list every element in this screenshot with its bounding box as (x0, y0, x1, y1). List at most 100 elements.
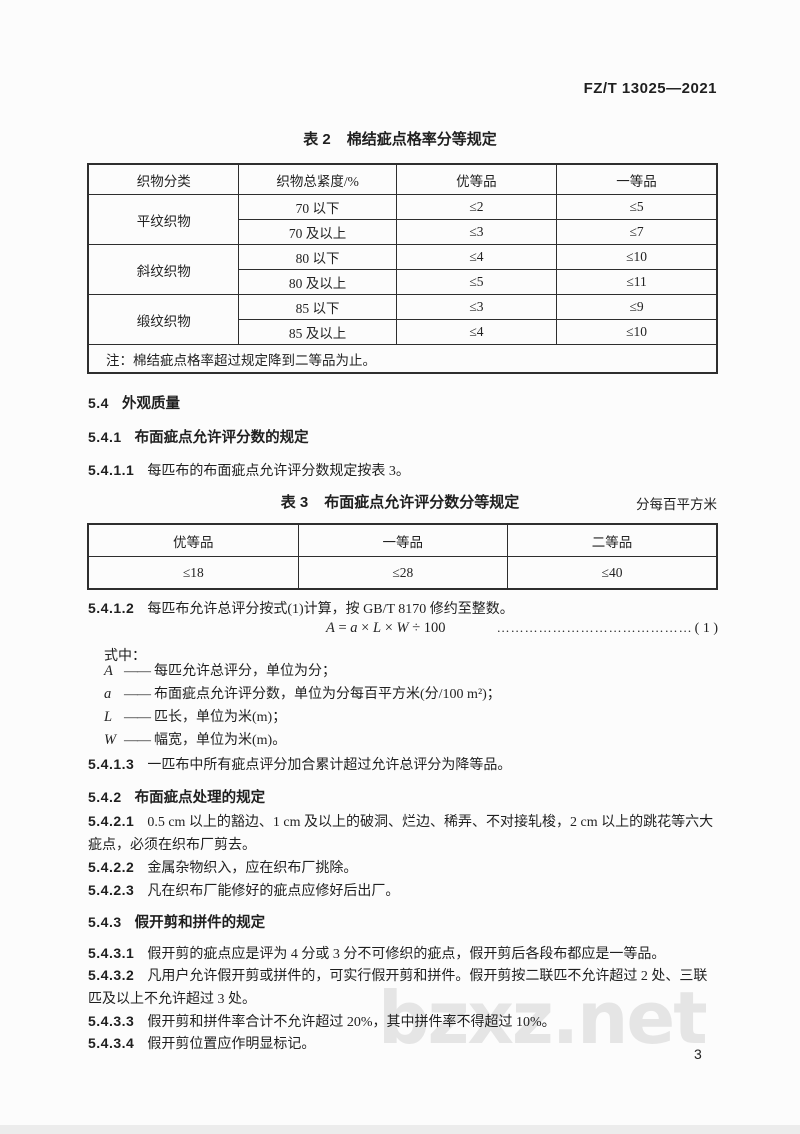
formula-variable: L (372, 620, 382, 636)
definition-dash: —— (124, 664, 151, 679)
formula-definition-line: A —— 每匹允许总评分，单位为分； (104, 660, 501, 683)
clause-text: 假开剪位置应作明显标记。 (147, 1037, 316, 1052)
table2-first-grade-cell: ≤10 (556, 319, 718, 345)
site-watermark: bzxz.net (378, 976, 708, 1060)
table2-density-cell: 80 及以上 (238, 269, 397, 295)
clause-number: 5.4.3 (88, 914, 122, 930)
formula-operator: = (334, 620, 351, 636)
definition-symbol: L (104, 709, 113, 725)
clause-number: 5.4.2.3 (88, 882, 135, 898)
clause-number: 5.4.1.1 (88, 462, 135, 478)
definition-symbol: a (104, 686, 112, 702)
table3-header-cell: 优等品 (87, 523, 299, 557)
definition-dash: —— (124, 710, 151, 725)
table2-density-cell: 70 以下 (238, 194, 397, 220)
table3-header-cell: 二等品 (507, 523, 718, 557)
table3-value-cell: ≤40 (507, 556, 718, 590)
table2-header-row: 织物分类 织物总紧度/% 优等品 一等品 (87, 163, 718, 195)
section-5-4-3: 5.4.3 假开剪和拼件的规定 (88, 911, 720, 935)
table2-density-cell: 80 以下 (238, 244, 397, 270)
table2-row: 85 及以上 ≤4 ≤10 (88, 319, 718, 345)
clause-5-4-2-2: 5.4.2.2 金属杂物织入，应在织布厂挑除。 (88, 856, 720, 880)
clause-number: 5.4 (88, 395, 109, 411)
formula-definition-line: L —— 匹长，单位为米(m)； (104, 706, 501, 729)
table2-caption-title: 棉结疵点格率分等规定 (346, 131, 497, 148)
table3-header-cell: 一等品 (297, 523, 509, 557)
table2-row: 70 及以上 ≤3 ≤7 (88, 219, 718, 245)
formula-variable: A (326, 620, 335, 636)
table2-superior-grade-cell: ≤3 (395, 294, 558, 320)
formula-variable: a (350, 620, 358, 636)
clause-text: 0.5 cm 以上的豁边、1 cm 及以上的破洞、烂边、稀弄、不对接轧梭，2 c… (88, 815, 714, 853)
definition-dash: —— (124, 733, 151, 748)
table3-value-cell: ≤18 (87, 556, 299, 590)
definition-dash: —— (124, 687, 151, 702)
clause-text: 凡用户允许假开剪或拼件的，可实行假开剪和拼件。假开剪按二联匹不允许超过 2 处、… (88, 969, 708, 1007)
table2-row: 平纹织物 70 以下 ≤2 ≤5 (87, 194, 718, 245)
table2-note-row: 注：棉结疵点格率超过规定降到二等品为止。 (87, 344, 718, 374)
clause-number: 5.4.2.1 (88, 813, 135, 829)
table2-superior-grade-cell: ≤3 (395, 219, 558, 245)
clause-number: 5.4.1.2 (88, 600, 135, 616)
table3-caption: 表 3 布面疵点允许评分数分等规定 分每百平方米 (0, 491, 800, 512)
clause-text: 假开剪和拼件率合计不允许超过 20%，其中拼件率不得超过 10%。 (147, 1015, 556, 1030)
clause-title: 假开剪和拼件的规定 (134, 915, 266, 931)
clause-5-4-2-3: 5.4.2.3 凡在织布厂能修好的疵点应修好后出厂。 (88, 879, 720, 903)
clause-title: 外观质量 (121, 396, 180, 412)
table3-value-cell: ≤28 (297, 556, 509, 590)
table2-row: 缎纹织物 85 以下 ≤3 ≤9 (87, 294, 718, 345)
table2-caption: 表 2 棉结疵点格率分等规定 (0, 128, 800, 149)
table2-superior-grade-cell: ≤5 (395, 269, 558, 295)
table2-superior-grade-cell: ≤4 (395, 319, 558, 345)
table2-cotton-nep-grading: 织物分类 织物总紧度/% 优等品 一等品 平纹织物 70 以下 ≤2 ≤5 70 及以上 ≤3 ≤7… (87, 163, 718, 374)
table2-first-grade-cell: ≤9 (556, 294, 718, 320)
formula-operator: × (357, 620, 373, 636)
formula-operator: ÷ 100 (408, 620, 446, 636)
formula-definitions: A —— 每匹允许总评分，单位为分； a —— 布面疵点允许评分数，单位为分每百平方米(分… (104, 660, 501, 752)
clause-text: 每匹布允许总评分按式(1)计算，按 GB/T 8170 修约至整数。 (147, 602, 514, 617)
table2-density-cell: 85 以下 (238, 294, 397, 320)
clause-number: 5.4.3.2 (88, 967, 135, 983)
table2-superior-grade-cell: ≤2 (395, 194, 558, 220)
formula-where-label: 式中： (104, 649, 146, 664)
table2-category-cell: 平纹织物 (87, 194, 240, 245)
clause-5-4-3-3: 5.4.3.3 假开剪和拼件率合计不允许超过 20%，其中拼件率不得超过 10%。 (88, 1010, 720, 1034)
table2-first-grade-cell: ≤11 (556, 269, 718, 295)
formula-1: A = a × L × W ÷ 100 …………………………………… ( 1 ) (88, 620, 718, 637)
clause-number: 5.4.2.2 (88, 859, 135, 875)
table2-row: 斜纹织物 80 以下 ≤4 ≤10 (87, 244, 718, 295)
definition-text: 匹长，单位为米(m)； (154, 710, 287, 725)
table3-header-row: 优等品 一等品 二等品 (87, 523, 718, 557)
clause-text: 假开剪的疵点应是评为 4 分或 3 分不可修织的疵点，假开剪后各段布都应是一等品… (147, 947, 666, 962)
table3-defect-score-grading: 优等品 一等品 二等品 ≤18 ≤28 ≤40 (87, 523, 718, 590)
clause-5-4-1-3: 5.4.1.3 一匹布中所有疵点评分加合累计超过允许总评分为降等品。 (88, 753, 720, 777)
clause-5-4-1-2: 5.4.1.2 每匹布允许总评分按式(1)计算，按 GB/T 8170 修约至整数… (88, 597, 720, 621)
page-number: 3 (694, 1046, 702, 1062)
table2-caption-label: 表 2 (303, 131, 331, 148)
formula-leader-dots: …………………………………… (496, 620, 693, 635)
table2-header-cell: 一等品 (556, 163, 718, 195)
table2-category-cell: 缎纹织物 (87, 294, 240, 345)
clause-number: 5.4.3.1 (88, 945, 135, 961)
table3-unit-note: 分每百平方米 (636, 497, 717, 512)
formula-expression: A = a × L × W ÷ 100 (326, 620, 446, 637)
clause-5-4-3-2: 5.4.3.2 凡用户允许假开剪或拼件的，可实行假开剪和拼件。假开剪按二联匹不允许… (88, 964, 720, 1011)
clause-title: 布面疵点处理的规定 (134, 790, 266, 806)
table2-superior-grade-cell: ≤4 (395, 244, 558, 270)
table2-density-cell: 70 及以上 (238, 219, 397, 245)
formula-operator: × (381, 620, 397, 636)
clause-text: 每匹布的布面疵点允许评分数规定按表 3。 (147, 464, 410, 479)
table2-note-cell: 注：棉结疵点格率超过规定降到二等品为止。 (87, 344, 718, 374)
table3-caption-title: 布面疵点允许评分数分等规定 (324, 494, 520, 511)
table2-first-grade-cell: ≤10 (556, 244, 718, 270)
formula-variable: W (396, 620, 409, 636)
table2-category-cell: 斜纹织物 (87, 244, 240, 295)
definition-text: 幅宽，单位为米(m)。 (154, 733, 287, 748)
table2-density-cell: 85 及以上 (238, 319, 397, 345)
table3-value-row: ≤18 ≤28 ≤40 (87, 556, 718, 590)
scan-edge-strip (0, 1125, 800, 1134)
clause-text: 一匹布中所有疵点评分加合累计超过允许总评分为降等品。 (147, 758, 512, 773)
definition-symbol: W (104, 732, 117, 748)
section-5-4-2: 5.4.2 布面疵点处理的规定 (88, 786, 720, 810)
